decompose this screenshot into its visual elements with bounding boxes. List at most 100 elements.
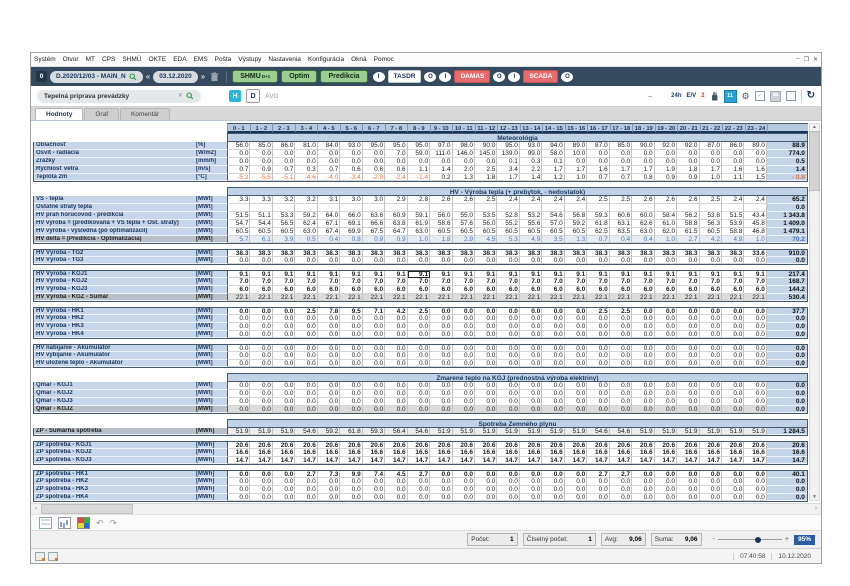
- table-cell[interactable]: 0.0: [362, 323, 386, 331]
- table-cell[interactable]: 38.3: [497, 250, 520, 257]
- table-cell[interactable]: 0.0: [654, 382, 678, 390]
- table-cell[interactable]: -2.4: [385, 174, 408, 181]
- table-cell[interactable]: 20.6: [295, 442, 318, 449]
- table-cell[interactable]: 16.6: [542, 449, 565, 457]
- table-cell[interactable]: [721, 204, 745, 212]
- table-cell[interactable]: 56.5: [272, 220, 296, 228]
- table-cell[interactable]: 51.9: [250, 428, 273, 435]
- table-cell[interactable]: 0.0: [272, 494, 296, 501]
- table-cell[interactable]: 0.0: [362, 360, 386, 367]
- table-cell[interactable]: 0.0: [654, 308, 678, 315]
- table-cell[interactable]: 14.7: [609, 457, 633, 464]
- table-cell[interactable]: 0.9: [385, 236, 408, 243]
- table-cell[interactable]: 0.0: [340, 150, 363, 158]
- table-cell[interactable]: 2.8: [407, 196, 431, 204]
- table-cell[interactable]: 38.3: [632, 250, 655, 257]
- switch-scada[interactable]: SCADA: [523, 70, 559, 83]
- table-cell[interactable]: 0.0: [497, 390, 520, 398]
- table-cell[interactable]: 22.1: [250, 294, 273, 301]
- table-cell[interactable]: 0.0: [452, 471, 475, 478]
- table-cell[interactable]: 1.3: [564, 236, 588, 243]
- table-cell[interactable]: 57.0: [542, 220, 565, 228]
- table-cell[interactable]: 0.0: [699, 323, 722, 331]
- table-cell[interactable]: 20.6: [587, 442, 610, 449]
- table-cell[interactable]: 2.6: [654, 196, 678, 204]
- table-cell[interactable]: 0.6: [340, 166, 363, 174]
- table-cell[interactable]: 0.0: [497, 323, 520, 331]
- table-cell[interactable]: 16.6: [497, 449, 520, 457]
- table-cell[interactable]: 20.6: [317, 442, 341, 449]
- table-cell[interactable]: 0.0: [721, 158, 745, 166]
- table-cell[interactable]: 1.7: [564, 166, 588, 174]
- table-cell[interactable]: 7.0: [721, 278, 745, 286]
- table-cell[interactable]: 38.3: [317, 250, 341, 257]
- table-cell[interactable]: 0.0: [542, 390, 565, 398]
- table-cell[interactable]: 63.0: [295, 228, 318, 236]
- table-cell[interactable]: 7.8: [317, 308, 341, 315]
- table-cell[interactable]: 94.0: [542, 142, 565, 150]
- table-cell[interactable]: 0.0: [430, 494, 453, 501]
- table-cell[interactable]: 0.0: [430, 345, 453, 352]
- table-cell[interactable]: 60.9: [385, 212, 408, 220]
- hour-column-header[interactable]: 9 - 10: [429, 123, 452, 133]
- table-cell[interactable]: 0.7: [228, 166, 251, 174]
- table-cell[interactable]: 2.5: [407, 308, 431, 315]
- row-label[interactable]: HV Výroba - KGJ2: [34, 278, 194, 286]
- table-cell[interactable]: 9.1: [362, 271, 386, 278]
- option-checkbox-icon[interactable]: [785, 91, 796, 101]
- table-cell[interactable]: 99.0: [519, 150, 543, 158]
- chart-view-icon[interactable]: [58, 516, 71, 529]
- table-cell[interactable]: 0.0: [699, 478, 722, 486]
- table-cell[interactable]: 1.6: [587, 166, 610, 174]
- table-cell[interactable]: 0.0: [362, 331, 386, 338]
- table-cell[interactable]: 0.0: [497, 345, 520, 352]
- table-cell[interactable]: 0.0: [474, 494, 498, 501]
- table-cell[interactable]: 0.0: [452, 360, 475, 367]
- table-cell[interactable]: 0.0: [250, 398, 273, 406]
- table-cell[interactable]: 51.9: [542, 428, 565, 435]
- table-cell[interactable]: 0.0: [564, 471, 588, 478]
- table-cell[interactable]: 14.7: [430, 457, 453, 464]
- table-cell[interactable]: 1.4: [430, 166, 453, 174]
- table-cell[interactable]: 0.0: [474, 323, 498, 331]
- table-cell[interactable]: 9.1: [295, 271, 318, 278]
- table-cell[interactable]: 0.0: [340, 158, 363, 166]
- menu-item-eda[interactable]: EDA: [173, 56, 187, 63]
- table-cell[interactable]: 43.4: [744, 212, 767, 220]
- table-cell[interactable]: 2.0: [452, 166, 475, 174]
- table-cell[interactable]: 0.0: [519, 382, 543, 390]
- row-label[interactable]: Rýchlosť vetra: [34, 166, 194, 174]
- table-cell[interactable]: 38.3: [272, 250, 296, 257]
- table-cell[interactable]: 61.9: [407, 220, 431, 228]
- table-cell[interactable]: 38.3: [340, 250, 363, 257]
- table-cell[interactable]: 0.0: [699, 257, 722, 264]
- table-cell[interactable]: 0.0: [587, 331, 610, 338]
- table-cell[interactable]: 0.0: [317, 331, 341, 338]
- table-cell[interactable]: 1.8: [474, 174, 498, 181]
- table-cell[interactable]: 0.0: [519, 331, 543, 338]
- table-cell[interactable]: 64.0: [317, 212, 341, 220]
- table-cell[interactable]: 0.0: [474, 308, 498, 315]
- table-cell[interactable]: 14.7: [519, 457, 543, 464]
- table-cell[interactable]: 0.0: [430, 331, 453, 338]
- table-cell[interactable]: 2.7: [587, 471, 610, 478]
- table-cell[interactable]: 0.0: [744, 323, 767, 331]
- table-cell[interactable]: 9.1: [430, 271, 453, 278]
- table-cell[interactable]: 16.6: [385, 449, 408, 457]
- table-cell[interactable]: 0.0: [721, 257, 745, 264]
- table-cell[interactable]: 16.6: [721, 449, 745, 457]
- table-cell[interactable]: 0.0: [497, 398, 520, 406]
- table-cell[interactable]: 0.0: [721, 406, 745, 413]
- table-cell[interactable]: 0.0: [295, 323, 318, 331]
- table-cell[interactable]: 14.7: [272, 457, 296, 464]
- hour-column-header[interactable]: 3 - 4: [294, 123, 317, 133]
- table-cell[interactable]: 0.0: [272, 486, 296, 494]
- table-cell[interactable]: 7.0: [250, 278, 273, 286]
- row-label[interactable]: Qmar - KGJ1: [34, 382, 194, 390]
- table-cell[interactable]: 16.6: [587, 449, 610, 457]
- table-cell[interactable]: 1.0: [699, 174, 722, 181]
- table-cell[interactable]: 60.5: [452, 228, 475, 236]
- table-cell[interactable]: 6.0: [677, 286, 700, 294]
- table-cell[interactable]: 0.0: [474, 331, 498, 338]
- table-cell[interactable]: 0.0: [272, 158, 296, 166]
